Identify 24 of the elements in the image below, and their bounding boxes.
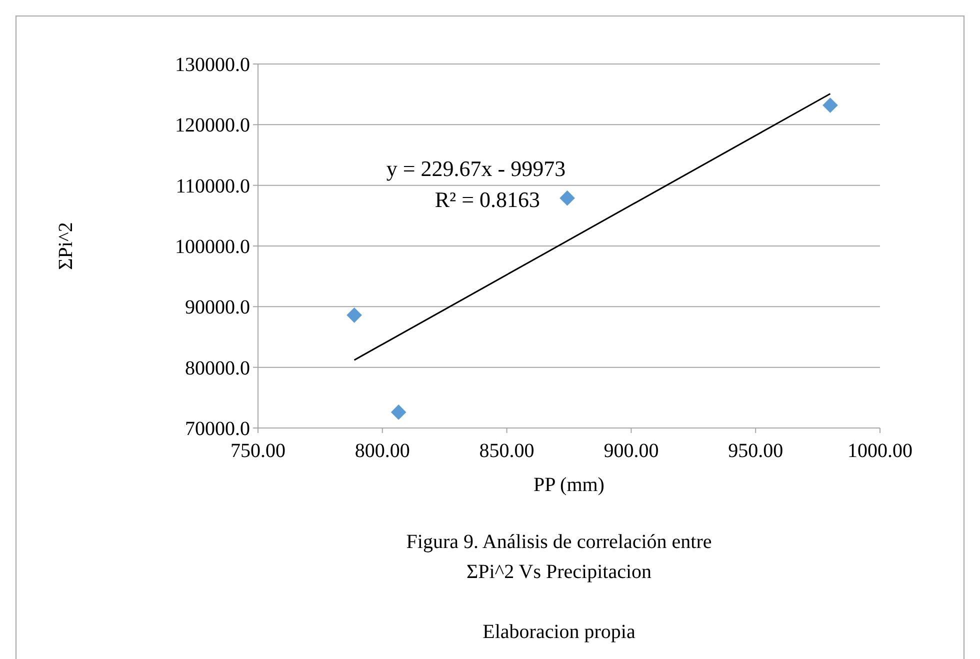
point xyxy=(822,98,838,113)
annotation: R² = 0.8163 xyxy=(434,187,540,212)
y-tick-label: 120000.0 xyxy=(175,114,250,137)
y-tick-label: 80000.0 xyxy=(185,357,250,380)
point xyxy=(560,190,575,206)
x-tick-label: 900.00 xyxy=(604,440,659,462)
point xyxy=(346,307,362,323)
text: Figura 9. Análisis de correlación entre xyxy=(406,531,712,553)
y-tick-label: 130000.0 xyxy=(175,54,250,76)
text: Elaboracion propia xyxy=(482,621,636,643)
x-tick-label: 750.00 xyxy=(230,440,286,462)
y-tick-label: 110000.0 xyxy=(176,175,250,198)
text: ΣPi^2 Vs Precipitacion xyxy=(466,561,652,583)
y-axis-title: ΣPi^2 xyxy=(55,222,77,270)
y-tick-label: 70000.0 xyxy=(185,418,250,440)
annotation: y = 229.67x - 99973 xyxy=(386,156,566,181)
x-tick-label: 850.00 xyxy=(479,440,534,462)
y-tick-label: 100000.0 xyxy=(175,236,250,258)
y-tick-label: 90000.0 xyxy=(185,296,250,319)
x-tick-label: 950.00 xyxy=(728,440,784,462)
point xyxy=(390,404,406,420)
x-axis-title: PP (mm) xyxy=(534,474,604,496)
x-tick-label: 800.00 xyxy=(354,440,410,462)
x-tick-label: 1000.00 xyxy=(848,440,912,462)
